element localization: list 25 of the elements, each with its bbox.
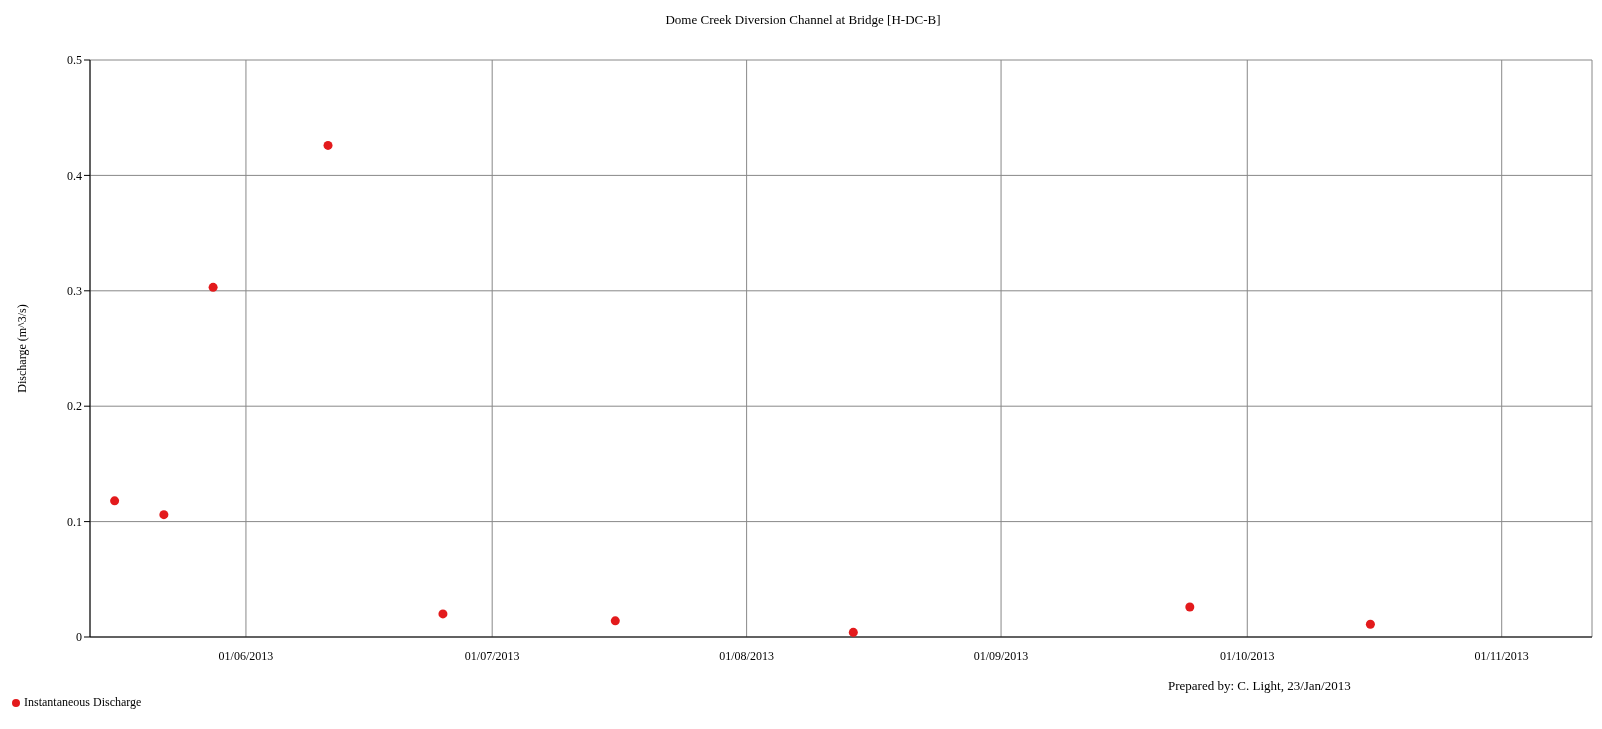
y-tick-label: 0.3: [67, 284, 82, 299]
point: [323, 140, 333, 150]
x-tick-label: 01/11/2013: [1474, 648, 1529, 663]
point: [159, 510, 169, 520]
y-tick-label: 0: [76, 630, 82, 645]
chart-title: Dome Creek Diversion Channel at Bridge [H-DC-B]: [664, 12, 942, 28]
point: [438, 609, 448, 619]
point: [208, 282, 218, 292]
x-tick-label: 01/06/2013: [218, 648, 274, 663]
x-tick-label: 01/07/2013: [464, 648, 520, 663]
x-tick-label: 01/10/2013: [1219, 648, 1275, 663]
point: [1185, 602, 1195, 612]
x-tick-label: 01/08/2013: [719, 648, 774, 663]
y-tick-label: 0.5: [67, 53, 82, 68]
point: [110, 496, 120, 506]
y-tick-label: 0.4: [67, 168, 82, 183]
legend-label: Instantaneous Discharge: [24, 695, 142, 709]
text: Prepared by: C. Light, 23/Jan/2013: [1168, 678, 1351, 694]
y-axis-title: Discharge (m^3/s): [15, 304, 30, 393]
point: [610, 616, 620, 626]
y-tick-label: 0.2: [67, 399, 82, 414]
x-tick-label: 01/09/2013: [973, 648, 1029, 663]
point: [1365, 619, 1375, 629]
point: [848, 627, 858, 637]
y-tick-label: 0.1: [67, 514, 82, 529]
